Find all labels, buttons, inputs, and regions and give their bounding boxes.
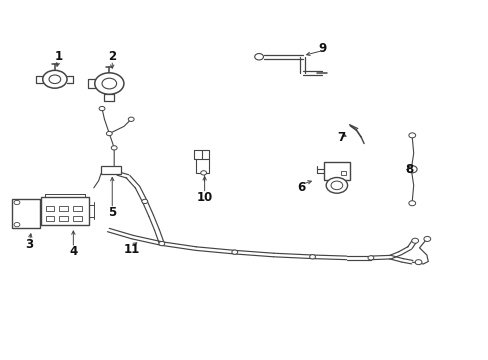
- Circle shape: [142, 199, 147, 203]
- Circle shape: [367, 256, 373, 260]
- Bar: [73, 206, 81, 211]
- Bar: [101, 166, 120, 174]
- Bar: [12, 199, 40, 228]
- Text: 1: 1: [55, 50, 62, 63]
- Circle shape: [128, 117, 134, 121]
- Circle shape: [95, 73, 123, 94]
- Circle shape: [99, 107, 105, 111]
- Circle shape: [325, 177, 347, 193]
- Circle shape: [106, 131, 112, 136]
- Circle shape: [411, 238, 418, 243]
- Circle shape: [423, 237, 430, 242]
- Circle shape: [408, 201, 415, 206]
- Circle shape: [102, 78, 116, 89]
- Circle shape: [201, 171, 206, 175]
- Circle shape: [309, 255, 315, 259]
- Text: 10: 10: [196, 192, 212, 204]
- Bar: [59, 206, 68, 211]
- Circle shape: [254, 54, 263, 60]
- Circle shape: [49, 75, 61, 84]
- Circle shape: [330, 181, 342, 190]
- Text: 7: 7: [337, 131, 345, 144]
- Circle shape: [407, 166, 416, 173]
- Circle shape: [42, 70, 67, 88]
- Bar: [73, 216, 81, 221]
- Bar: [45, 216, 54, 221]
- Bar: [59, 216, 68, 221]
- Text: 4: 4: [69, 245, 77, 258]
- Text: 3: 3: [25, 238, 34, 251]
- Circle shape: [414, 260, 421, 265]
- Circle shape: [111, 146, 117, 150]
- Circle shape: [408, 133, 415, 138]
- Bar: [41, 197, 89, 225]
- Text: 11: 11: [123, 243, 140, 256]
- Text: 6: 6: [297, 181, 305, 194]
- Text: 5: 5: [108, 206, 116, 219]
- Bar: [323, 162, 350, 180]
- Bar: [340, 171, 345, 175]
- Text: 9: 9: [318, 42, 326, 55]
- Text: 8: 8: [405, 163, 413, 176]
- Circle shape: [231, 250, 237, 254]
- Text: 2: 2: [108, 50, 116, 63]
- Circle shape: [159, 242, 164, 246]
- Bar: [45, 206, 54, 211]
- Bar: [196, 158, 208, 173]
